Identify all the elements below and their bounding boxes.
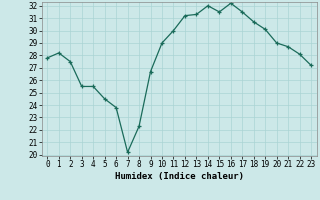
X-axis label: Humidex (Indice chaleur): Humidex (Indice chaleur) [115,172,244,181]
